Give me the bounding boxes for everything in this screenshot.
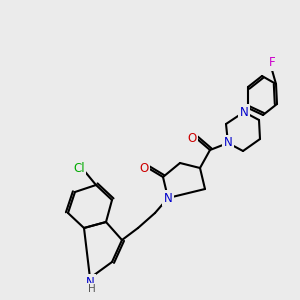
Text: N: N <box>164 191 172 205</box>
Text: Cl: Cl <box>73 161 85 175</box>
Text: O: O <box>140 161 148 175</box>
Text: O: O <box>188 131 196 145</box>
Text: F: F <box>269 56 275 70</box>
Text: N: N <box>224 136 232 149</box>
Text: N: N <box>85 275 94 289</box>
Text: N: N <box>240 106 248 118</box>
Text: H: H <box>88 284 96 294</box>
